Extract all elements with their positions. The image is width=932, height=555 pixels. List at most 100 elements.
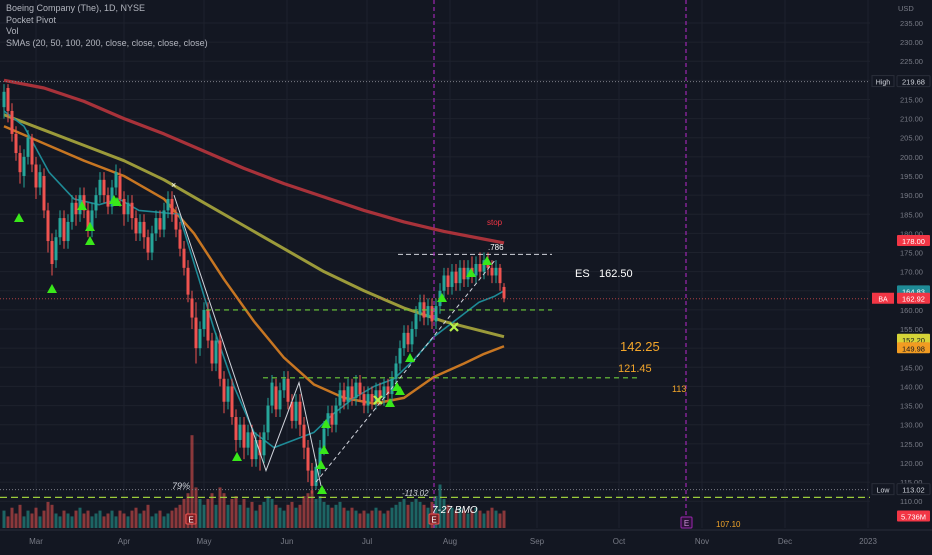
level-113-label: 113 xyxy=(672,384,686,394)
sma-50-line xyxy=(3,125,505,405)
buy-triangle xyxy=(317,485,327,494)
buy-triangle xyxy=(316,460,326,469)
volume-bar xyxy=(458,507,462,528)
sma-20-line xyxy=(3,110,505,449)
candle-body xyxy=(174,214,178,230)
candle-body xyxy=(294,401,298,421)
candle-body xyxy=(310,470,314,486)
volume-bar xyxy=(346,510,350,528)
legend-pocket-pivot[interactable]: Pocket Pivot xyxy=(6,14,57,25)
buy-triangle xyxy=(85,222,95,231)
volume-bar xyxy=(354,510,358,528)
price-axis[interactable]: USD 110.00 115.00 120.00 125.00 130.00 135.00 1… xyxy=(870,0,932,550)
candle-body xyxy=(94,195,98,211)
volume-bar xyxy=(46,501,50,528)
pct79-label: 79% xyxy=(172,481,190,491)
candle-body xyxy=(374,390,378,402)
volume-bar xyxy=(490,507,494,528)
volume-bar xyxy=(174,507,178,528)
candle-body xyxy=(110,187,114,207)
volume-bar xyxy=(134,507,138,528)
volume-bar xyxy=(70,516,74,528)
candle-body xyxy=(262,432,266,456)
candle-body xyxy=(106,195,110,207)
volume-bar xyxy=(362,510,366,528)
volume-bar xyxy=(126,516,130,528)
axis-tick: 135.00 xyxy=(900,402,923,411)
candle-body xyxy=(178,229,182,249)
volume-bar xyxy=(402,499,406,528)
trend-line xyxy=(315,259,496,483)
candle-body xyxy=(322,428,326,448)
volume-bar xyxy=(74,510,78,528)
volume-bar xyxy=(22,516,26,528)
candle-body xyxy=(474,264,478,276)
volume-bar xyxy=(390,507,394,528)
volume-bar xyxy=(110,510,114,528)
candle-body xyxy=(6,88,10,111)
chart-legend[interactable]: Boeing Company (The), 1D, NYSE Pocket Pi… xyxy=(6,3,208,49)
volume-bar xyxy=(198,499,202,528)
buy-triangle xyxy=(466,268,476,277)
candle-body xyxy=(270,382,274,406)
candle-body xyxy=(434,306,438,322)
volume-bar xyxy=(298,504,302,528)
price-tag-bg xyxy=(896,483,931,496)
legend-title[interactable]: Boeing Company (The), 1D, NYSE xyxy=(6,3,146,13)
volume-bar xyxy=(146,504,150,528)
time-tick: Apr xyxy=(118,537,131,546)
volume-bar xyxy=(414,499,418,528)
axis-tick: 125.00 xyxy=(900,440,923,449)
candle-body xyxy=(114,172,118,188)
candle-body xyxy=(502,286,506,299)
earnings-marker-box xyxy=(428,513,440,525)
axis-tick: 110.00 xyxy=(900,497,922,506)
candle-body xyxy=(102,179,106,196)
candle-body xyxy=(158,218,162,230)
volume-bar xyxy=(98,510,102,528)
candle-body xyxy=(342,390,346,402)
candle-body xyxy=(18,153,22,173)
axis-tick: 160.00 xyxy=(900,306,923,315)
legend-smas[interactable]: SMAs (20, 50, 100, 200, close, close, cl… xyxy=(6,37,208,48)
candle-body xyxy=(390,378,394,395)
volume-bar xyxy=(234,496,238,528)
volume-bar xyxy=(190,435,194,528)
volume-bar xyxy=(382,513,386,528)
candle-body xyxy=(126,202,130,215)
candle-body xyxy=(362,394,366,406)
legend-volume[interactable]: Vol xyxy=(6,26,19,36)
volume-bar xyxy=(222,493,226,528)
candle-body xyxy=(454,271,458,284)
low-mark-label: -113.02 xyxy=(402,489,429,498)
candle-body xyxy=(338,390,342,406)
candle-body xyxy=(30,137,34,165)
candle-body xyxy=(406,332,410,345)
candle-body xyxy=(226,386,230,402)
volume-bar xyxy=(394,504,398,528)
volume-bar xyxy=(434,496,438,528)
candle-body xyxy=(382,386,386,398)
candle-body xyxy=(134,218,138,234)
volume-bar xyxy=(122,513,126,528)
volume-bar xyxy=(374,507,378,528)
drawings[interactable]: ES 162.50 142.25 121.45 113 .786 stop 79% -113.0… xyxy=(0,0,870,529)
price-tag-value: 219.68 xyxy=(902,78,925,87)
candle-body xyxy=(14,133,18,154)
candle-body xyxy=(458,267,462,284)
volume-bar xyxy=(170,510,174,528)
volume-bar xyxy=(462,510,466,528)
candle-body xyxy=(326,413,330,429)
volume-bar xyxy=(290,501,294,528)
volume-bar xyxy=(286,504,290,528)
volume-bar xyxy=(186,493,190,528)
buy-triangle xyxy=(385,398,395,407)
volume-bar xyxy=(426,507,430,528)
candle-body xyxy=(138,221,142,234)
time-tick: Dec xyxy=(778,537,792,546)
volume-bar xyxy=(318,496,322,528)
volume-bar xyxy=(6,516,10,528)
volume-bar xyxy=(494,510,498,528)
time-axis[interactable]: Mar Apr May Jun Jul Aug Sep Oct Nov Dec 2023 xyxy=(0,529,932,550)
